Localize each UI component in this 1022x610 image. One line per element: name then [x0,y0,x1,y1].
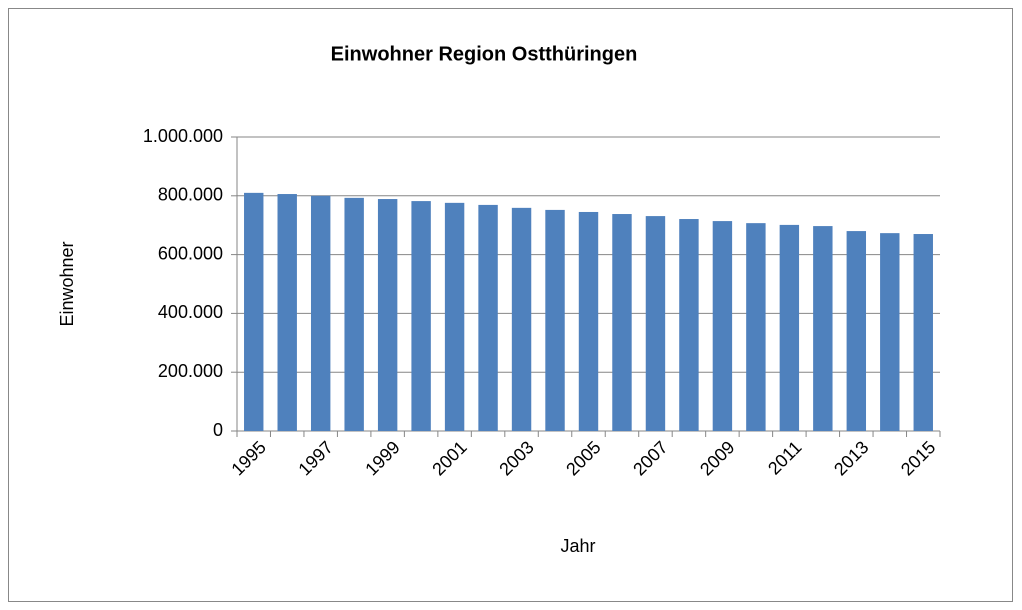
y-tick-label: 600.000 [158,243,223,263]
bar [913,234,933,431]
bar [377,199,398,431]
x-axis-label: Jahr [560,536,595,556]
bar [679,219,699,431]
bar [645,216,666,431]
bar [746,223,766,431]
chart-border [8,8,1013,602]
bar [578,211,599,431]
chart-title: Einwohner Region Ostthüringen [331,43,638,65]
y-tick-label: 400.000 [158,302,223,322]
bar [511,207,532,431]
bar [444,202,465,431]
bar [277,194,297,431]
y-tick-label: 800.000 [158,185,223,205]
bar [846,231,867,431]
bar [244,192,264,431]
bar [779,224,800,431]
bar [344,197,364,431]
bar [712,221,733,431]
y-tick-label: 1.000.000 [143,126,223,146]
y-axis-label: Einwohner [57,241,77,326]
bar [478,204,498,431]
bar [310,195,331,431]
y-tick-label: 0 [213,420,223,440]
y-tick-label: 200.000 [158,361,223,381]
bar [612,214,632,431]
bar [813,226,833,431]
bar [545,209,565,431]
bar [411,201,431,431]
bar [880,233,900,431]
